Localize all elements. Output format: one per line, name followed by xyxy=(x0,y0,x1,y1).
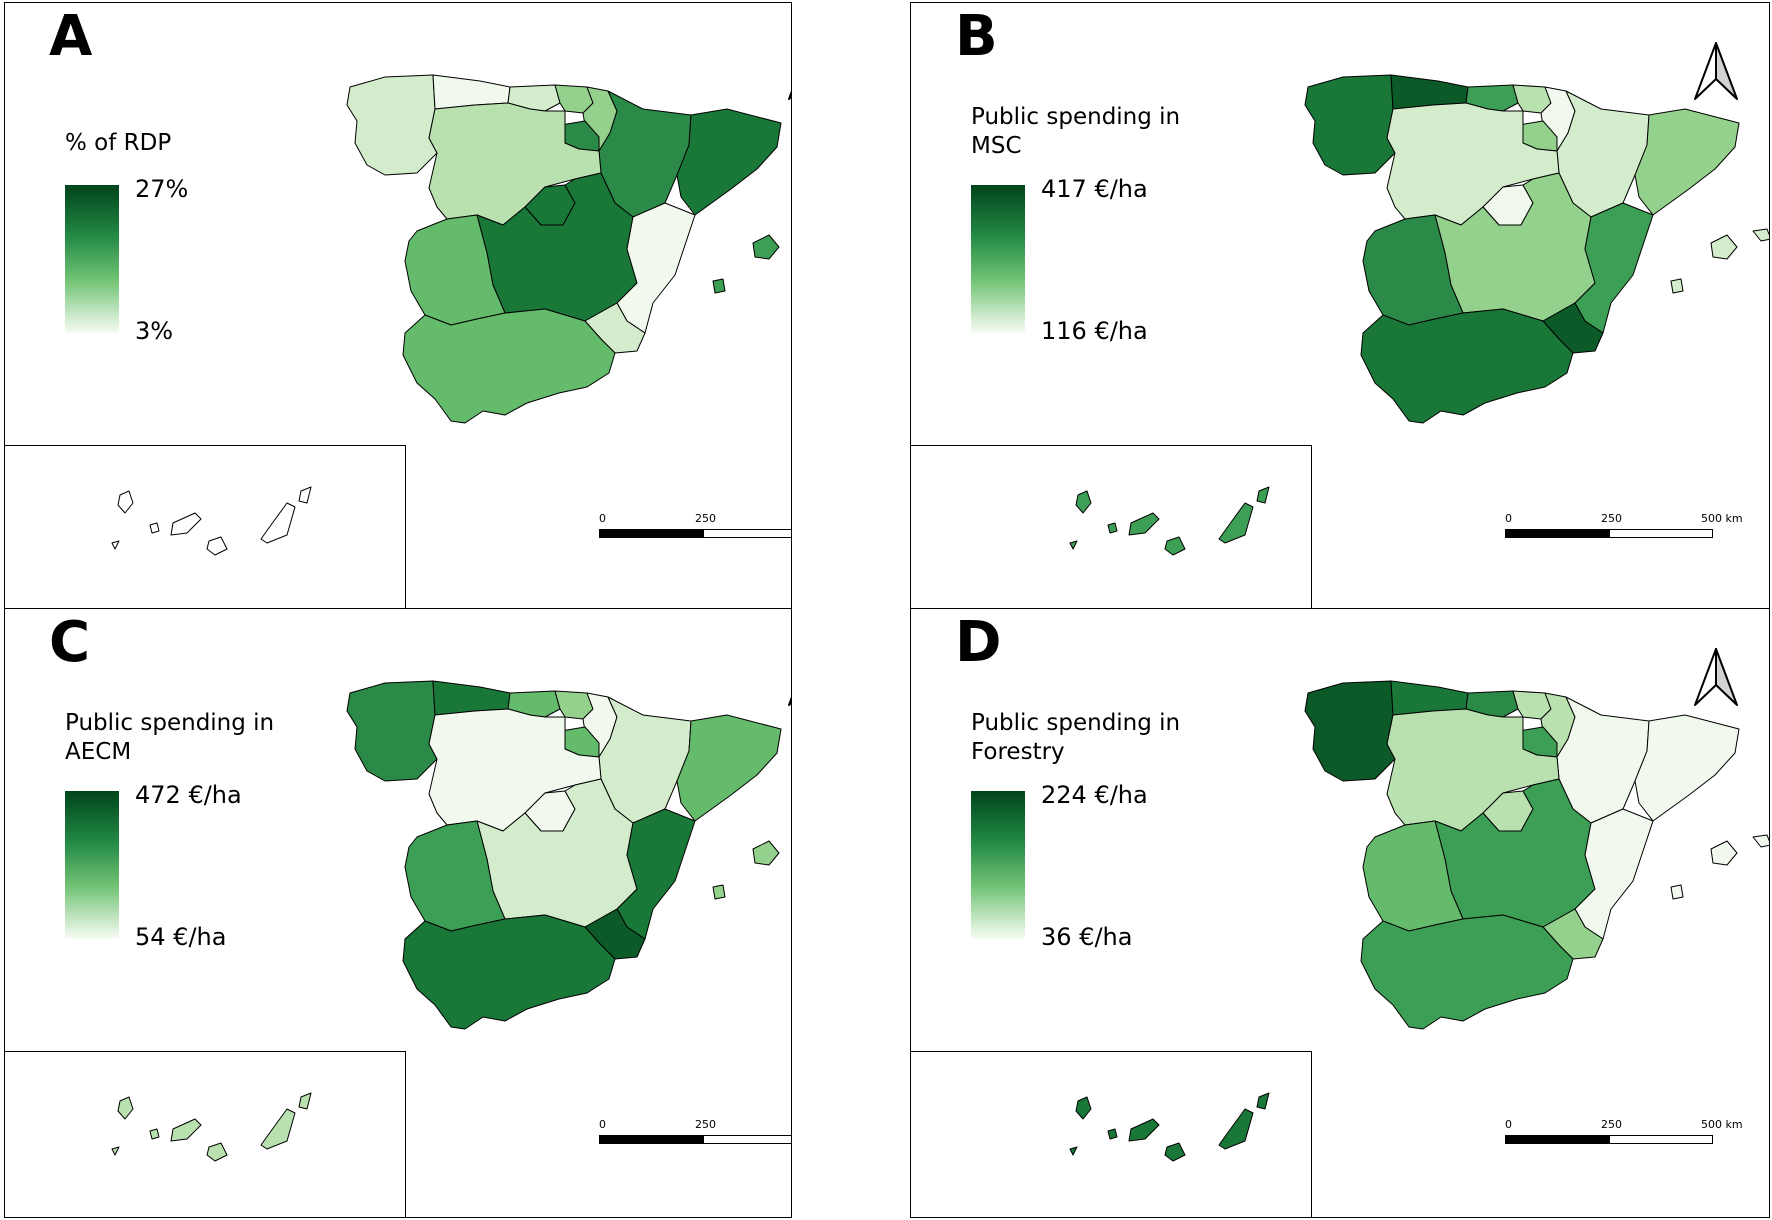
scale-bar-label: 500 km xyxy=(1701,1118,1743,1131)
choropleth-map xyxy=(1069,74,1769,556)
region-andalusia xyxy=(402,308,616,424)
scale-bar-label: 250 xyxy=(1601,512,1622,525)
scale-bar-label: 0 xyxy=(1505,1118,1512,1131)
scale-bar-segment xyxy=(1505,529,1609,538)
scale-bar-segment xyxy=(599,529,703,538)
legend-max-label: 417 €/ha xyxy=(1041,175,1148,203)
scale-bar-label: 250 xyxy=(1601,1118,1622,1131)
region-galicia xyxy=(1304,680,1396,782)
legend-min-label: 116 €/ha xyxy=(1041,317,1148,345)
panel-letter: A xyxy=(49,4,93,69)
scale-bar-label: 0 xyxy=(1505,512,1512,525)
region-catalonia xyxy=(1634,108,1740,216)
scale-bar-label: 500 km xyxy=(1701,512,1743,525)
north-arrow-icon xyxy=(788,696,791,706)
region-andalusia xyxy=(402,914,616,1030)
panel-letter: C xyxy=(49,610,91,675)
region-canarias xyxy=(1069,1092,1270,1162)
legend-max-label: 224 €/ha xyxy=(1041,781,1148,809)
scale-bar: 0 250 500 km xyxy=(1505,1118,1743,1149)
panel-c: C Public spending in AECM 472 €/ha 54 €/ha 0… xyxy=(4,608,792,1218)
region-galicia xyxy=(346,74,438,176)
region-catalonia xyxy=(676,108,782,216)
legend-max-label: 27% xyxy=(135,175,189,203)
canary-islands-inset xyxy=(5,1051,406,1217)
region-canarias xyxy=(111,1092,312,1162)
scale-bar-label: 0 xyxy=(599,512,606,525)
panel-letter: D xyxy=(955,610,1002,675)
scale-bar-label: 0 xyxy=(599,1118,606,1131)
legend-title: % of RDP xyxy=(65,130,172,156)
region-balearics xyxy=(1670,228,1769,294)
region-galicia xyxy=(346,680,438,782)
scale-bar-label: 250 xyxy=(695,1118,716,1131)
legend-title: Public spending in AECM xyxy=(65,710,275,765)
legend-color-ramp xyxy=(971,185,1025,333)
region-catalonia xyxy=(676,714,782,822)
choropleth-map xyxy=(111,680,782,1162)
legend-min-label: 36 €/ha xyxy=(1041,923,1133,951)
region-canarias xyxy=(1069,486,1270,556)
choropleth-map xyxy=(111,74,782,556)
choropleth-map xyxy=(1069,680,1769,1162)
scale-bar-segment xyxy=(703,529,791,538)
scale-bar: 0 250 500 km xyxy=(1505,512,1743,543)
region-balearics xyxy=(1670,834,1769,900)
region-andalusia xyxy=(1360,308,1574,424)
north-arrow-icon xyxy=(788,90,791,100)
panel-letter: B xyxy=(955,4,998,69)
scale-bar-label: 250 xyxy=(695,512,716,525)
scale-bar-segment xyxy=(1609,1135,1713,1144)
region-catalonia xyxy=(1634,714,1740,822)
legend-min-label: 54 €/ha xyxy=(135,923,227,951)
panel-b: B Public spending in MSC 417 €/ha 116 €/ha 0… xyxy=(910,2,1770,610)
legend-color-ramp xyxy=(65,791,119,939)
region-andalusia xyxy=(1360,914,1574,1030)
legend-color-ramp xyxy=(971,791,1025,939)
panel-d: D Public spending in Forestry 224 €/ha 36 €… xyxy=(910,608,1770,1218)
scale-bar-segment xyxy=(1609,529,1713,538)
legend-color-ramp xyxy=(65,185,119,333)
region-galicia xyxy=(1304,74,1396,176)
legend-min-label: 3% xyxy=(135,317,174,345)
scale-bar-segment xyxy=(1505,1135,1609,1144)
legend-title: Public spending in MSC xyxy=(971,104,1181,159)
north-arrow-icon xyxy=(1694,42,1738,100)
north-arrow-icon xyxy=(1694,648,1738,706)
canary-islands-inset xyxy=(5,445,406,609)
legend-max-label: 472 €/ha xyxy=(135,781,242,809)
region-balearics xyxy=(712,840,780,900)
region-balearics xyxy=(712,234,780,294)
scale-bar-segment xyxy=(599,1135,703,1144)
legend-title: Public spending in Forestry xyxy=(971,710,1181,765)
scale-bar-segment xyxy=(703,1135,791,1144)
region-canarias xyxy=(111,486,312,556)
